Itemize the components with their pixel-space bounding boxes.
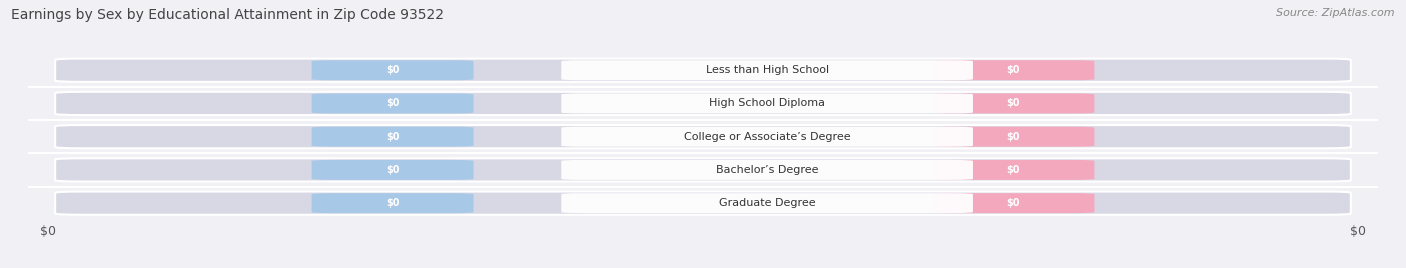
FancyBboxPatch shape [932, 60, 1094, 80]
FancyBboxPatch shape [561, 94, 973, 113]
FancyBboxPatch shape [55, 125, 1351, 148]
Text: $0: $0 [385, 165, 399, 175]
Text: $0: $0 [385, 65, 399, 75]
FancyBboxPatch shape [55, 92, 1351, 115]
Text: $0: $0 [1007, 98, 1021, 109]
FancyBboxPatch shape [932, 193, 1094, 213]
FancyBboxPatch shape [312, 94, 474, 113]
FancyBboxPatch shape [312, 60, 474, 80]
Text: Bachelor’s Degree: Bachelor’s Degree [716, 165, 818, 175]
FancyBboxPatch shape [312, 127, 474, 147]
FancyBboxPatch shape [561, 160, 973, 180]
FancyBboxPatch shape [55, 192, 1351, 215]
Text: Earnings by Sex by Educational Attainment in Zip Code 93522: Earnings by Sex by Educational Attainmen… [11, 8, 444, 22]
Text: Graduate Degree: Graduate Degree [718, 198, 815, 208]
FancyBboxPatch shape [561, 127, 973, 147]
Text: $0: $0 [385, 198, 399, 208]
Text: $0: $0 [1007, 65, 1021, 75]
Text: College or Associate’s Degree: College or Associate’s Degree [683, 132, 851, 142]
FancyBboxPatch shape [561, 60, 973, 80]
FancyBboxPatch shape [561, 193, 973, 213]
Text: $0: $0 [385, 132, 399, 142]
Text: $0: $0 [1007, 198, 1021, 208]
FancyBboxPatch shape [932, 94, 1094, 113]
Text: $0: $0 [1007, 132, 1021, 142]
Text: $0: $0 [385, 98, 399, 109]
FancyBboxPatch shape [932, 127, 1094, 147]
Text: Less than High School: Less than High School [706, 65, 828, 75]
FancyBboxPatch shape [55, 158, 1351, 181]
FancyBboxPatch shape [55, 59, 1351, 82]
FancyBboxPatch shape [312, 193, 474, 213]
Text: $0: $0 [1007, 165, 1021, 175]
FancyBboxPatch shape [932, 160, 1094, 180]
Text: High School Diploma: High School Diploma [709, 98, 825, 109]
Text: Source: ZipAtlas.com: Source: ZipAtlas.com [1277, 8, 1395, 18]
FancyBboxPatch shape [312, 160, 474, 180]
